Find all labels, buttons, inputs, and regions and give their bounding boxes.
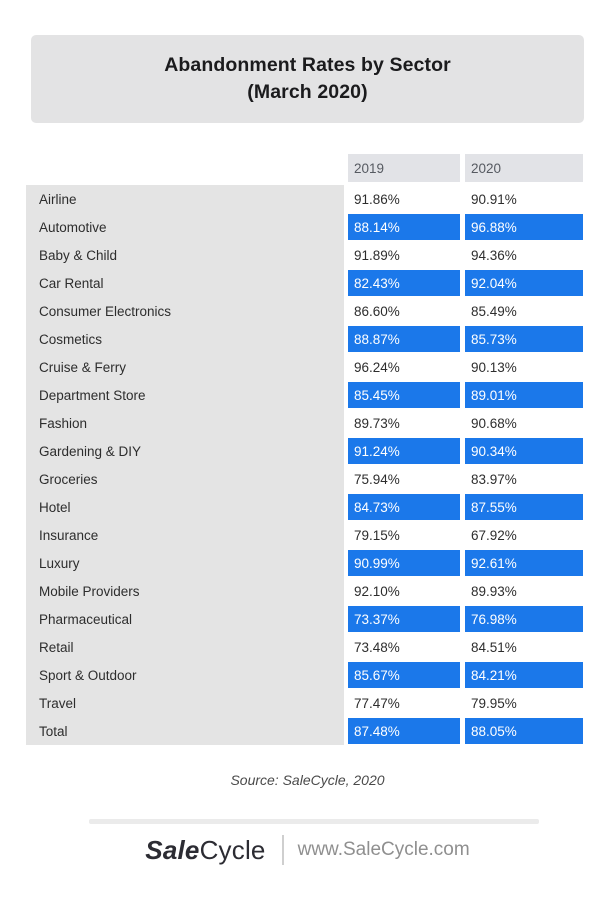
table-row: Department Store 85.45% 89.01% (26, 381, 583, 409)
table-header: 2019 2020 (348, 154, 583, 182)
value-2019: 77.47% (348, 689, 460, 717)
logo-separator-line (281, 835, 284, 865)
value-2019: 89.73% (348, 409, 460, 437)
value-2020: 88.05% (465, 717, 583, 745)
table-row: Luxury 90.99% 92.61% (26, 549, 583, 577)
table-row: Mobile Providers 92.10% 89.93% (26, 577, 583, 605)
column-header-2020: 2020 (465, 154, 583, 182)
sector-label: Travel (26, 689, 344, 717)
table-row: Baby & Child 91.89% 94.36% (26, 241, 583, 269)
website-url: www.SaleCycle.com (297, 839, 470, 860)
value-2019: 91.24% (348, 437, 460, 465)
value-2019: 82.43% (348, 269, 460, 297)
sector-label: Department Store (26, 381, 344, 409)
value-2020: 92.61% (465, 549, 583, 577)
value-2020: 90.13% (465, 353, 583, 381)
value-2019: 90.99% (348, 549, 460, 577)
value-2020: 85.73% (465, 325, 583, 353)
value-2019: 96.24% (348, 353, 460, 381)
table-row: Sport & Outdoor 85.67% 84.21% (26, 661, 583, 689)
value-2019: 75.94% (348, 465, 460, 493)
sector-label: Hotel (26, 493, 344, 521)
value-2020: 87.55% (465, 493, 583, 521)
page-title-line1: Abandonment Rates by Sector (164, 54, 451, 76)
value-2020: 84.51% (465, 633, 583, 661)
value-2020: 89.93% (465, 577, 583, 605)
sector-label: Airline (26, 185, 344, 213)
value-2020: 90.34% (465, 437, 583, 465)
table-row: Travel 77.47% 79.95% (26, 689, 583, 717)
sector-label: Automotive (26, 213, 344, 241)
sector-label: Groceries (26, 465, 344, 493)
value-2019: 86.60% (348, 297, 460, 325)
value-2020: 67.92% (465, 521, 583, 549)
value-2019: 88.14% (348, 213, 460, 241)
table-row: Fashion 89.73% 90.68% (26, 409, 583, 437)
sector-label: Total (26, 717, 344, 745)
value-2020: 79.95% (465, 689, 583, 717)
value-2019: 85.67% (348, 661, 460, 689)
value-2020: 89.01% (465, 381, 583, 409)
sector-label: Gardening & DIY (26, 437, 344, 465)
table-row: Pharmaceutical 73.37% 76.98% (26, 605, 583, 633)
footer-brand: SaleCycle www.SaleCycle.com (0, 833, 615, 867)
sector-label: Car Rental (26, 269, 344, 297)
table-row: Groceries 75.94% 83.97% (26, 465, 583, 493)
sector-label: Cosmetics (26, 325, 344, 353)
value-2019: 73.48% (348, 633, 460, 661)
logo-regular-part: Cycle (199, 834, 266, 865)
value-2020: 92.04% (465, 269, 583, 297)
value-2020: 83.97% (465, 465, 583, 493)
table-row: Airline 91.86% 90.91% (26, 185, 583, 213)
value-2020: 96.88% (465, 213, 583, 241)
page-title: Abandonment Rates by Sector (March 2020) (164, 52, 451, 106)
column-header-2019: 2019 (348, 154, 460, 182)
footer-divider (89, 819, 539, 824)
table-row: Consumer Electronics 86.60% 85.49% (26, 297, 583, 325)
page-title-line2: (March 2020) (247, 81, 368, 103)
abandonment-table: Airline 91.86% 90.91% Automotive 88.14% … (26, 185, 583, 745)
sector-label: Baby & Child (26, 241, 344, 269)
value-2019: 87.48% (348, 717, 460, 745)
value-2019: 85.45% (348, 381, 460, 409)
value-2020: 90.91% (465, 185, 583, 213)
value-2019: 79.15% (348, 521, 460, 549)
table-row: Total 87.48% 88.05% (26, 717, 583, 745)
sector-label: Mobile Providers (26, 577, 344, 605)
table-row: Retail 73.48% 84.51% (26, 633, 583, 661)
value-2019: 91.89% (348, 241, 460, 269)
table-row: Insurance 79.15% 67.92% (26, 521, 583, 549)
sector-label: Fashion (26, 409, 344, 437)
sector-label: Consumer Electronics (26, 297, 344, 325)
sector-label: Luxury (26, 549, 344, 577)
sector-label: Insurance (26, 521, 344, 549)
sector-label: Sport & Outdoor (26, 661, 344, 689)
salecycle-logo: SaleCycle (145, 835, 265, 866)
value-2019: 73.37% (348, 605, 460, 633)
sector-label: Pharmaceutical (26, 605, 344, 633)
value-2019: 84.73% (348, 493, 460, 521)
table-row: Gardening & DIY 91.24% 90.34% (26, 437, 583, 465)
value-2020: 84.21% (465, 661, 583, 689)
table-row: Car Rental 82.43% 92.04% (26, 269, 583, 297)
table-row: Cruise & Ferry 96.24% 90.13% (26, 353, 583, 381)
source-note: Source: SaleCycle, 2020 (230, 772, 385, 788)
table-row: Cosmetics 88.87% 85.73% (26, 325, 583, 353)
table-row: Automotive 88.14% 96.88% (26, 213, 583, 241)
table-row: Hotel 84.73% 87.55% (26, 493, 583, 521)
sector-label: Retail (26, 633, 344, 661)
logo-bold-part: Sale (145, 834, 200, 865)
value-2020: 90.68% (465, 409, 583, 437)
title-box: Abandonment Rates by Sector (March 2020) (31, 35, 584, 123)
value-2019: 88.87% (348, 325, 460, 353)
sector-label: Cruise & Ferry (26, 353, 344, 381)
value-2020: 94.36% (465, 241, 583, 269)
value-2019: 91.86% (348, 185, 460, 213)
value-2019: 92.10% (348, 577, 460, 605)
value-2020: 76.98% (465, 605, 583, 633)
value-2020: 85.49% (465, 297, 583, 325)
